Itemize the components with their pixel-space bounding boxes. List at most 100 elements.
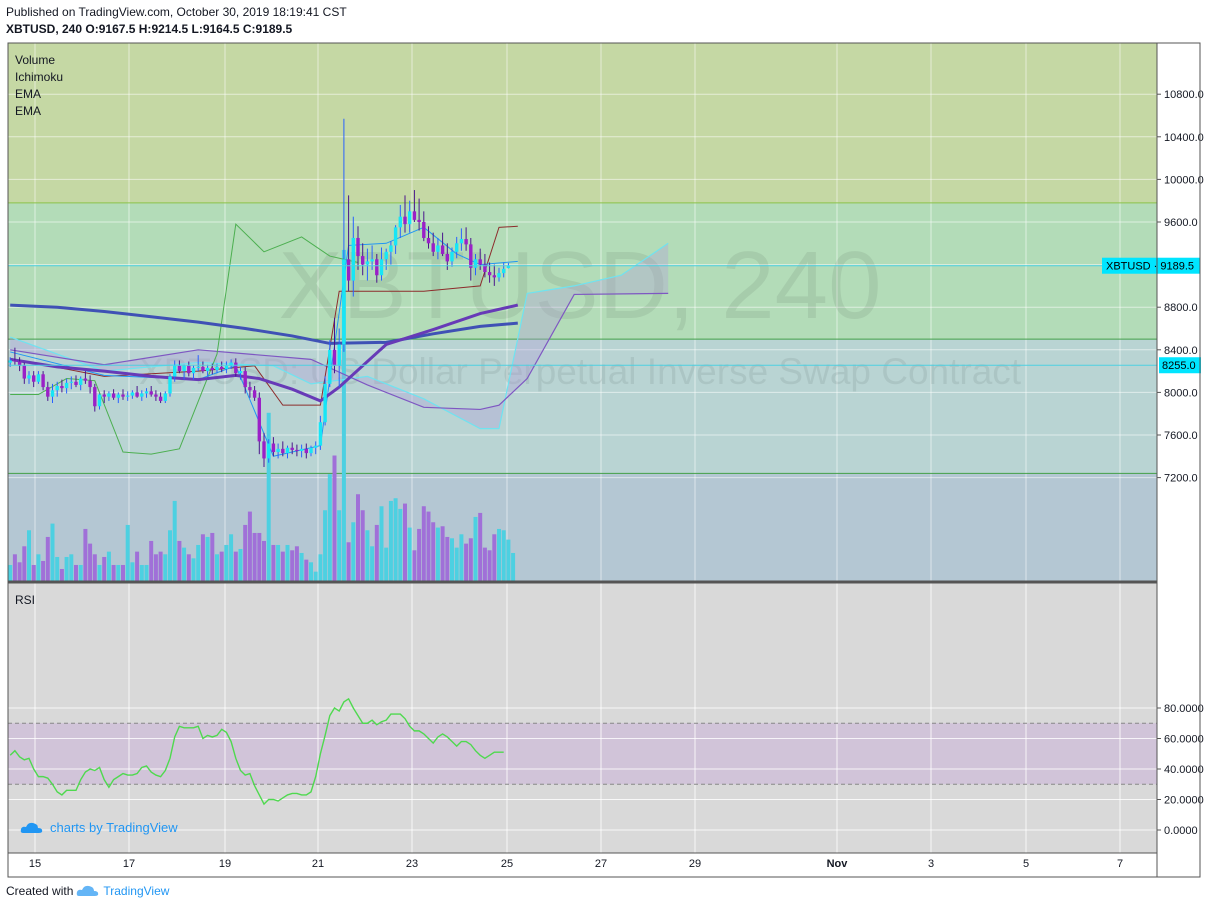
candle-body xyxy=(196,366,200,368)
footer: Created with TradingView xyxy=(6,884,169,898)
volume-bar xyxy=(351,522,356,581)
volume-bar xyxy=(27,530,31,581)
volume-bar xyxy=(276,544,281,581)
candle-body xyxy=(417,219,421,222)
price-badge xyxy=(1102,257,1200,274)
legend-ichimoku[interactable]: Ichimoku xyxy=(15,70,64,84)
cloud-icon xyxy=(20,822,43,833)
volume-bar xyxy=(92,554,97,581)
candle-body xyxy=(55,386,59,391)
candle-body xyxy=(27,375,31,379)
x-tick-label: 3 xyxy=(928,858,934,870)
legend-ema-fast[interactable]: EMA xyxy=(15,87,42,101)
volume-bar xyxy=(97,564,102,581)
volume-bar xyxy=(130,562,135,581)
candle-body xyxy=(64,382,69,389)
footer-brand[interactable]: TradingView xyxy=(103,884,170,898)
zone-lower xyxy=(8,339,1157,474)
volume-bar xyxy=(144,564,149,581)
candle-body xyxy=(173,365,177,377)
candle-body xyxy=(187,365,191,374)
candle-body xyxy=(13,360,17,362)
volume-bar xyxy=(398,508,403,581)
volume-bar xyxy=(41,560,46,581)
volume-bar xyxy=(111,564,116,581)
candle-body xyxy=(60,386,64,389)
volume-bar xyxy=(177,540,182,581)
x-tick-label: 15 xyxy=(29,858,41,870)
y-tick-label: 8000.0 xyxy=(1164,387,1198,399)
volume-bar xyxy=(374,524,379,581)
volume-bar xyxy=(191,558,196,581)
candle-body xyxy=(455,243,459,252)
candle-body xyxy=(36,374,41,382)
candle-body xyxy=(116,394,120,398)
ichimoku-cloud xyxy=(10,243,669,429)
candle-body xyxy=(492,275,496,278)
candle-body xyxy=(412,211,417,220)
volume-bar xyxy=(464,543,469,581)
candle-body xyxy=(502,268,506,274)
volume-bar xyxy=(121,564,125,581)
footer-created: Created with xyxy=(6,884,74,898)
y-tick-label: 9600.0 xyxy=(1164,217,1198,229)
candle-body xyxy=(154,394,158,397)
rsi-label[interactable]: RSI xyxy=(15,593,36,607)
symbol-label[interactable]: XBTUSD, 240 xyxy=(6,22,83,36)
candle-body xyxy=(220,366,224,369)
volume-bar xyxy=(158,551,163,581)
volume-bar xyxy=(247,511,252,581)
candle-body xyxy=(107,393,111,397)
volume-bar xyxy=(17,562,22,581)
candle-body xyxy=(304,448,308,454)
candle-body xyxy=(285,447,290,454)
volume-bar xyxy=(501,530,506,581)
volume-bar xyxy=(186,554,191,581)
volume-bar xyxy=(271,544,276,581)
candle-body xyxy=(361,256,365,265)
candle-body xyxy=(497,273,501,278)
volume-bar xyxy=(294,546,299,581)
candle-body xyxy=(229,362,233,366)
candle-body xyxy=(126,395,130,397)
candle-body xyxy=(459,239,464,244)
volume-bar xyxy=(55,556,60,581)
volume-bar xyxy=(417,528,422,581)
candle-body xyxy=(8,360,12,363)
volume-bar xyxy=(393,498,398,581)
rsi-tick-label: 20.0000 xyxy=(1164,795,1204,807)
candle-body xyxy=(342,259,346,345)
volume-bar xyxy=(59,568,64,581)
candle-body xyxy=(144,391,149,394)
candle-body xyxy=(314,445,318,448)
x-tick-label: Nov xyxy=(827,858,849,870)
volume-bar xyxy=(497,528,501,581)
candle-body xyxy=(337,344,341,366)
candle-body xyxy=(46,387,50,397)
legend-ema-slow[interactable]: EMA xyxy=(15,104,42,118)
candle-body xyxy=(97,394,102,407)
candle-body xyxy=(83,378,88,381)
rsi-tick-label: 0.0000 xyxy=(1164,825,1198,837)
candle-body xyxy=(234,362,238,374)
volume-bar xyxy=(280,551,285,581)
candle-body xyxy=(365,261,370,265)
volume-bar xyxy=(445,536,450,581)
candle-body xyxy=(487,272,492,276)
candle-body xyxy=(469,244,473,268)
candle-body xyxy=(262,441,266,459)
y-tick-label: 8400.0 xyxy=(1164,345,1198,357)
volume-bar xyxy=(125,524,130,581)
legend-volume[interactable]: Volume xyxy=(15,53,56,67)
volume-bar xyxy=(168,530,172,581)
candle-body xyxy=(403,216,407,225)
candle-body xyxy=(379,259,384,276)
branding-text: charts by TradingView xyxy=(50,820,178,835)
volume-bar xyxy=(64,556,69,581)
volume-bar xyxy=(45,536,50,581)
candle-body xyxy=(431,243,435,252)
branding-watermark[interactable]: charts by TradingView xyxy=(20,820,178,835)
candle-body xyxy=(370,259,374,262)
volume-bar xyxy=(50,523,55,581)
